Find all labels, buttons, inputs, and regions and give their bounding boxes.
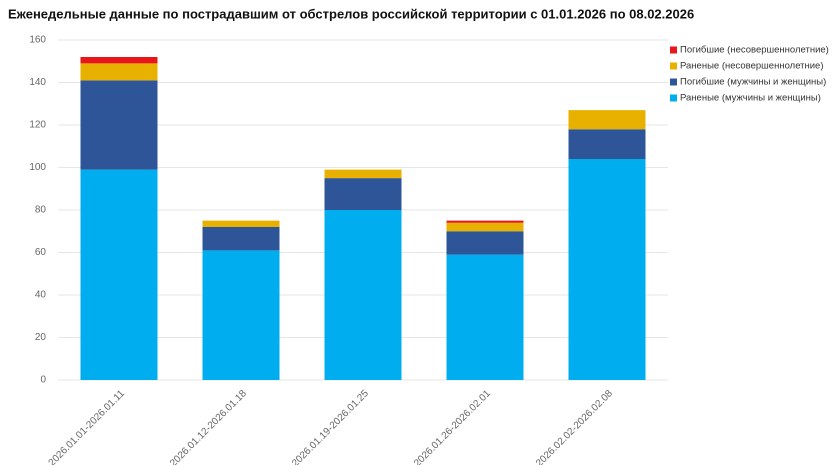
x-tick-label: 2026.01.12-2026.01.18 (168, 388, 249, 465)
x-tick-label: 2026.01.19-2026.01.25 (290, 388, 371, 465)
chart-title: Еженедельные данные по пострадавшим от о… (8, 6, 694, 21)
bar-segment (446, 222, 524, 232)
legend-swatch (670, 46, 677, 54)
y-tick-label: 160 (29, 35, 46, 46)
bar-segment (568, 129, 646, 159)
legend-swatch (670, 94, 677, 102)
x-tick-label: 2026.01.01-2026.01.11 (47, 388, 128, 465)
y-tick-label: 20 (35, 332, 47, 343)
bar-segment (202, 220, 280, 227)
bar-segment (202, 250, 280, 380)
bar-segment (80, 169, 158, 380)
bar-segment (324, 178, 402, 210)
bar-segment (446, 231, 524, 255)
bar-segment (324, 210, 402, 380)
y-tick-label: 100 (29, 162, 46, 173)
legend-swatch (670, 62, 677, 70)
y-tick-label: 140 (29, 77, 46, 88)
legend-swatch (670, 78, 677, 86)
bar-segment (80, 63, 158, 81)
y-tick-label: 0 (40, 375, 46, 386)
bar-segment (80, 57, 158, 64)
x-tick-label: 2026.01.26-2026.02.01 (412, 388, 493, 465)
bar-segment (202, 227, 280, 251)
y-tick-label: 80 (35, 205, 47, 216)
y-tick-label: 120 (29, 120, 46, 131)
bar-segment (568, 159, 646, 380)
legend: Погибшие (несовершеннолетние) Раненые (не… (670, 45, 829, 104)
y-tick-label: 60 (35, 247, 47, 258)
bar-segment (324, 169, 402, 179)
legend-label: Погибшие (мужчины и женщины) (680, 77, 826, 88)
bar-segment (80, 80, 158, 170)
bar-segment (446, 254, 524, 380)
x-tick-label: 2026.02.02-2026.02.08 (534, 388, 615, 465)
y-tick-label: 40 (35, 290, 47, 301)
bar-segment (446, 220, 524, 223)
legend-label: Раненые (мужчины и женщины) (680, 93, 821, 104)
legend-label: Погибшие (несовершеннолетние) (680, 45, 829, 56)
legend-label: Раненые (несовершеннолетние) (680, 61, 824, 72)
bar-segment (568, 110, 646, 130)
